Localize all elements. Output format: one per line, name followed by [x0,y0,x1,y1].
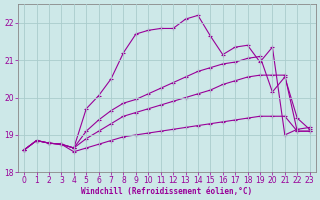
X-axis label: Windchill (Refroidissement éolien,°C): Windchill (Refroidissement éolien,°C) [81,187,252,196]
